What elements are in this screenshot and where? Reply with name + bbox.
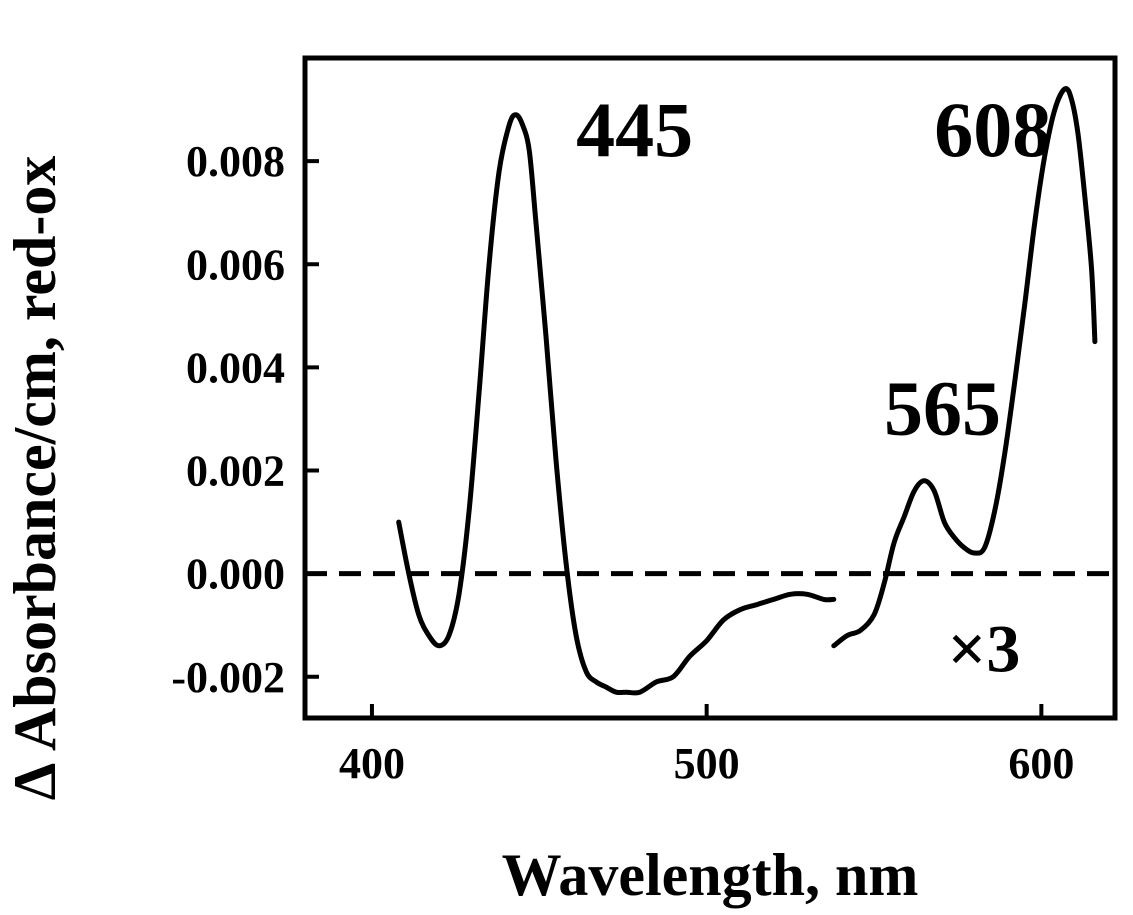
peak-label-608: 608 — [934, 86, 1051, 173]
spectrum-line-1 — [396, 112, 837, 696]
y-tick-label: 0.006 — [186, 240, 285, 289]
y-tick-label: 0.008 — [186, 137, 285, 186]
y-tick-label: 0.002 — [186, 447, 285, 496]
plot-frame — [302, 55, 1118, 721]
scale-factor-label: ×3 — [948, 611, 1021, 687]
y-axis-title: Δ Absorbance/cm, red-ox — [2, 156, 68, 801]
y-tick-label: -0.002 — [171, 653, 285, 702]
y-tick-label: 0.004 — [186, 343, 285, 392]
x-tick-label: 500 — [674, 739, 740, 788]
x-tick-label: 400 — [339, 739, 405, 788]
x-axis-title: Wavelength, nm — [502, 842, 919, 908]
spectrum-line-2 — [831, 86, 1098, 649]
peak-label-445: 445 — [576, 86, 693, 173]
spectrum-series — [396, 86, 1098, 696]
y-axis: -0.002 0.000 0.002 0.004 0.006 0.008 — [171, 137, 319, 702]
x-axis: 400 500 600 — [339, 704, 1074, 788]
peak-annotations: 445 608 565 ×3 — [576, 86, 1051, 687]
peak-label-565: 565 — [884, 364, 1001, 451]
x-tick-label: 600 — [1008, 739, 1074, 788]
y-tick-label: 0.000 — [186, 550, 285, 599]
